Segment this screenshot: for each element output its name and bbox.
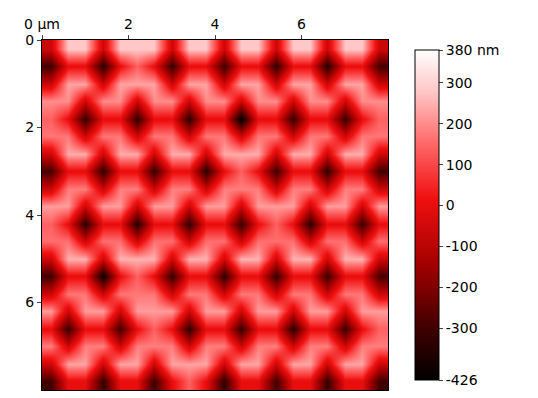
- svg-text:-300: -300: [446, 320, 478, 336]
- svg-text:-200: -200: [446, 279, 478, 295]
- svg-text:0: 0: [25, 32, 34, 48]
- svg-text:-100: -100: [446, 238, 478, 254]
- svg-text:200: 200: [446, 116, 473, 132]
- svg-text:0 µm: 0 µm: [24, 16, 60, 32]
- svg-text:4: 4: [211, 16, 220, 32]
- svg-text:2: 2: [124, 16, 133, 32]
- svg-text:2: 2: [25, 119, 34, 135]
- svg-text:6: 6: [25, 294, 34, 310]
- svg-text:-426: -426: [446, 372, 478, 388]
- svg-text:4: 4: [25, 207, 34, 223]
- svg-text:100: 100: [446, 157, 473, 173]
- svg-text:300: 300: [446, 75, 473, 91]
- svg-text:6: 6: [297, 16, 306, 32]
- svg-text:0: 0: [446, 197, 455, 213]
- svg-text:380 nm: 380 nm: [446, 42, 500, 58]
